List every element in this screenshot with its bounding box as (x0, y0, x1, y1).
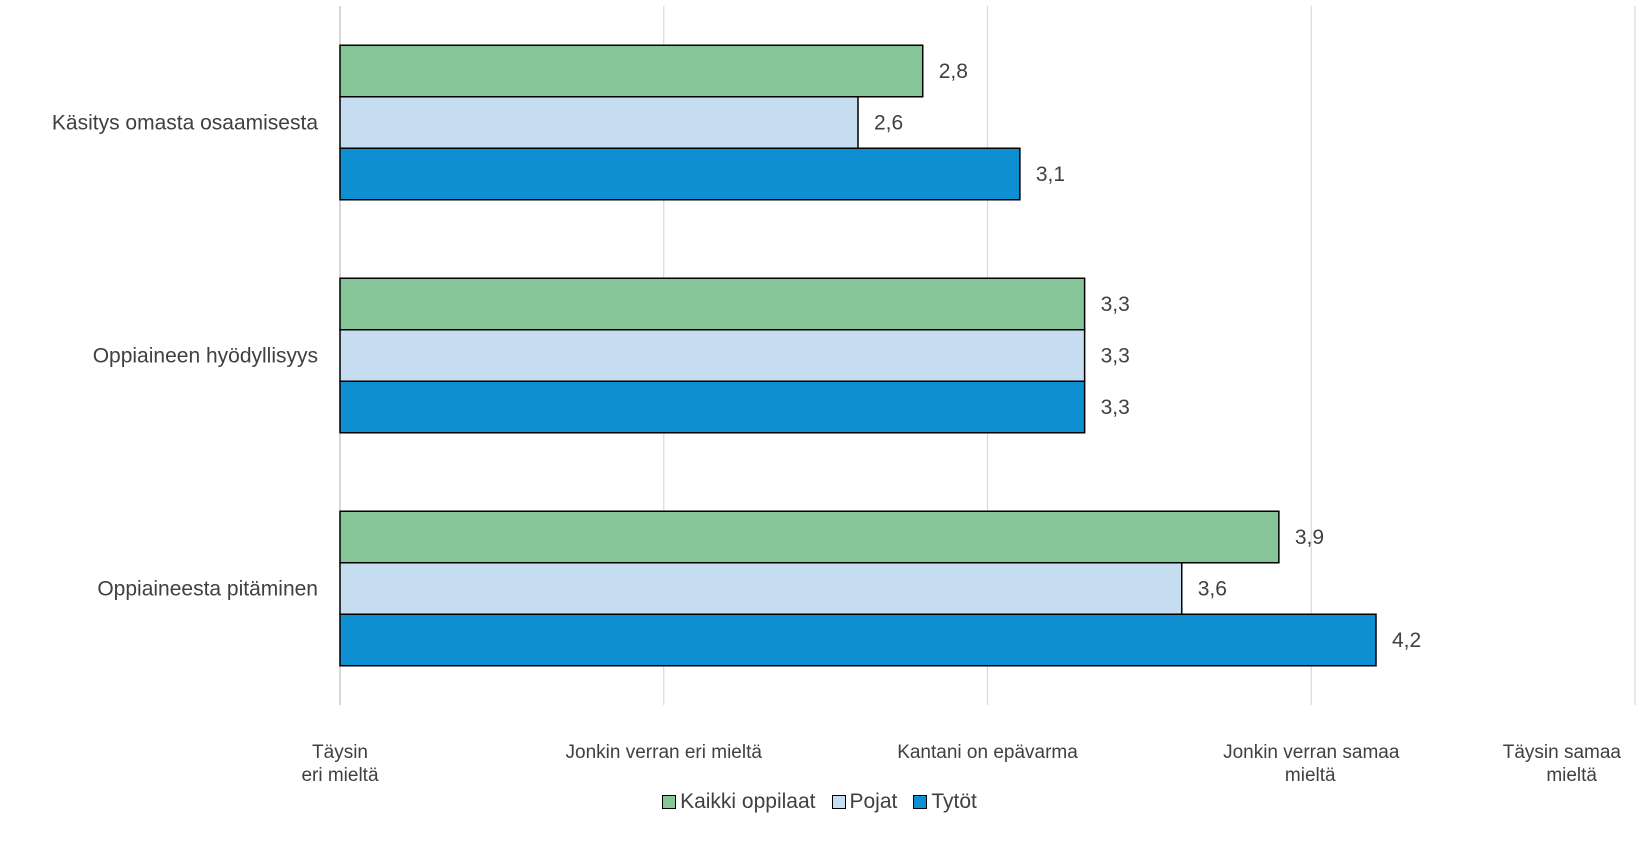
legend-item: Pojat (831, 790, 898, 814)
category-label: Oppiaineesta pitäminen (97, 578, 318, 601)
x-tick-label: Jonkin verran samaa mieltä (1223, 742, 1400, 786)
category-label: Käsitys omasta osaamisesta (52, 112, 318, 135)
category-label: Oppiaineen hyödyllisyys (93, 345, 318, 368)
data-label: 3,3 (1101, 345, 1130, 368)
x-tick-label: Täysin samaa mieltä (1503, 742, 1622, 786)
bar (339, 96, 859, 149)
data-label: 2,6 (874, 112, 903, 135)
legend-label: Pojat (849, 790, 898, 813)
data-label: 3,3 (1101, 396, 1130, 419)
legend: Kaikki oppilaat Pojat Tytöt (0, 790, 1639, 814)
x-tick-labels: Täysin eri mieltä Jonkin verran eri mieltä… (301, 742, 1621, 786)
legend-swatch (831, 795, 846, 809)
bar (339, 277, 1086, 331)
bar (339, 380, 1086, 434)
bar (339, 147, 1021, 201)
bar (339, 613, 1377, 667)
legend-swatch (662, 795, 677, 809)
category-labels: Käsitys omasta osaamisesta Oppiaineen hyö… (52, 112, 318, 601)
bar (339, 329, 1086, 382)
bar (339, 562, 1183, 615)
data-label: 2,8 (939, 60, 968, 83)
legend-label: Kaikki oppilaat (680, 790, 816, 813)
data-label: 3,6 (1198, 578, 1227, 601)
x-tick-label: Kantani on epävarma (897, 742, 1078, 763)
x-tick-label: Jonkin verran eri mieltä (566, 742, 763, 763)
data-label: 3,1 (1036, 163, 1065, 186)
legend-label: Tytöt (931, 790, 977, 813)
data-labels: 2,8 2,6 3,1 3,3 3,3 3,3 3,9 3,6 4,2 (874, 60, 1421, 652)
legend-item: Kaikki oppilaat (662, 790, 816, 814)
bar (339, 510, 1280, 564)
bars (339, 44, 1377, 667)
x-tick-label: Täysin eri mieltä (301, 742, 379, 786)
data-label: 3,3 (1101, 293, 1130, 316)
data-label: 3,9 (1295, 526, 1324, 549)
data-label: 4,2 (1392, 629, 1421, 652)
legend-swatch (913, 795, 928, 809)
bar (339, 44, 924, 98)
legend-item: Tytöt (913, 790, 977, 814)
